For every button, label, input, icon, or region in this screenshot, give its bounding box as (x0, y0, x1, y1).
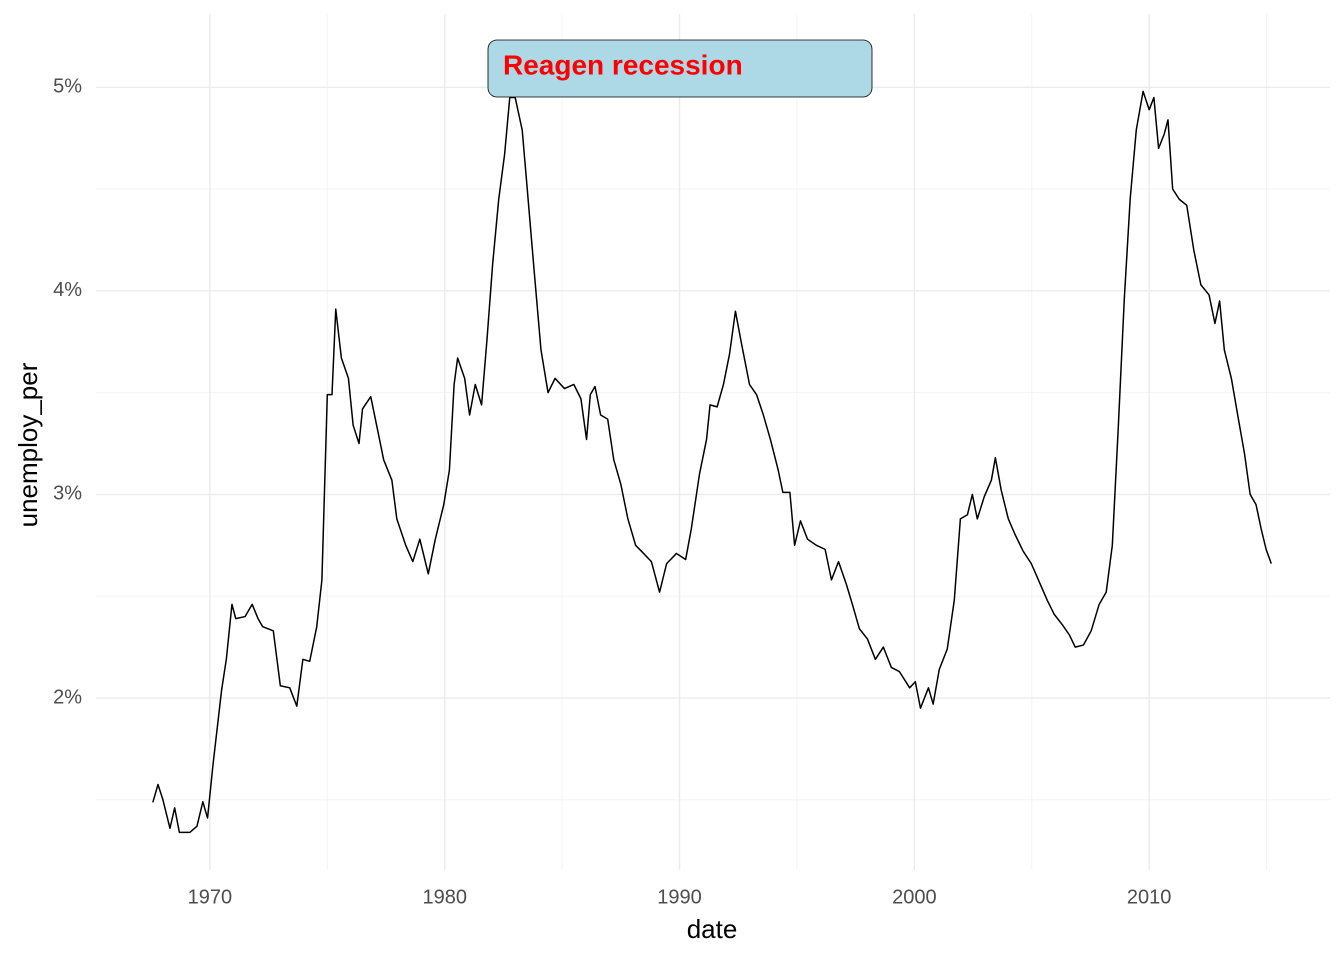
y-axis-title: unemploy_per (13, 362, 43, 527)
y-tick-label: 5% (53, 76, 82, 98)
y-tick-label: 2% (53, 686, 82, 708)
annotation: Reagen recession (503, 49, 743, 80)
annotation-box (487, 39, 873, 98)
y-tick-label: 4% (53, 279, 82, 301)
line (152, 90, 1272, 834)
x-tick-label: 1990 (657, 886, 702, 908)
x-tick-label: 2010 (1127, 886, 1172, 908)
x-tick-label: 1970 (188, 886, 233, 908)
x-axis-title: date (687, 914, 738, 944)
plot (152, 90, 1272, 834)
x-tick-label: 2000 (892, 886, 937, 908)
y-tick-label: 3% (53, 483, 82, 505)
x-tick-label: 1980 (422, 886, 467, 908)
grid (96, 14, 1330, 870)
